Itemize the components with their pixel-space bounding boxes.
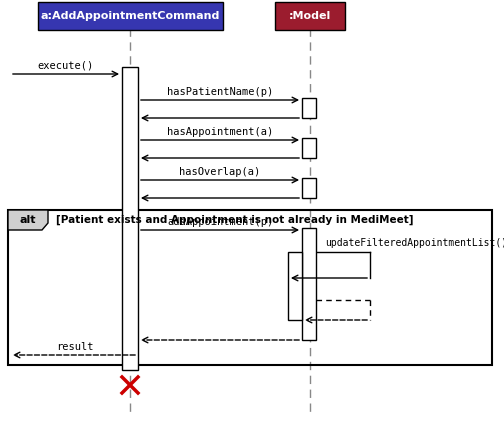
Text: hasOverlap(a): hasOverlap(a) xyxy=(179,167,261,177)
Text: hasPatientName(p): hasPatientName(p) xyxy=(167,87,273,97)
Bar xyxy=(302,98,316,118)
Bar xyxy=(37,2,222,30)
Bar xyxy=(302,228,316,340)
Bar xyxy=(302,138,316,158)
Polygon shape xyxy=(8,210,48,230)
Text: alt: alt xyxy=(20,215,36,225)
Text: updateFilteredAppointmentList(): updateFilteredAppointmentList() xyxy=(325,238,504,248)
Text: a:AddAppointmentCommand: a:AddAppointmentCommand xyxy=(40,11,220,21)
Bar xyxy=(122,67,138,370)
Text: hasAppointment(a): hasAppointment(a) xyxy=(167,127,273,137)
Text: execute(): execute() xyxy=(37,61,93,71)
Text: :Model: :Model xyxy=(289,11,331,21)
Bar xyxy=(275,2,345,30)
Text: addAppointment(p): addAppointment(p) xyxy=(167,217,273,227)
Bar xyxy=(288,252,302,320)
Bar xyxy=(302,178,316,198)
Text: result: result xyxy=(56,342,94,352)
Text: [Patient exists and Appointment is not already in MediMeet]: [Patient exists and Appointment is not a… xyxy=(56,215,413,225)
Bar xyxy=(8,210,492,365)
